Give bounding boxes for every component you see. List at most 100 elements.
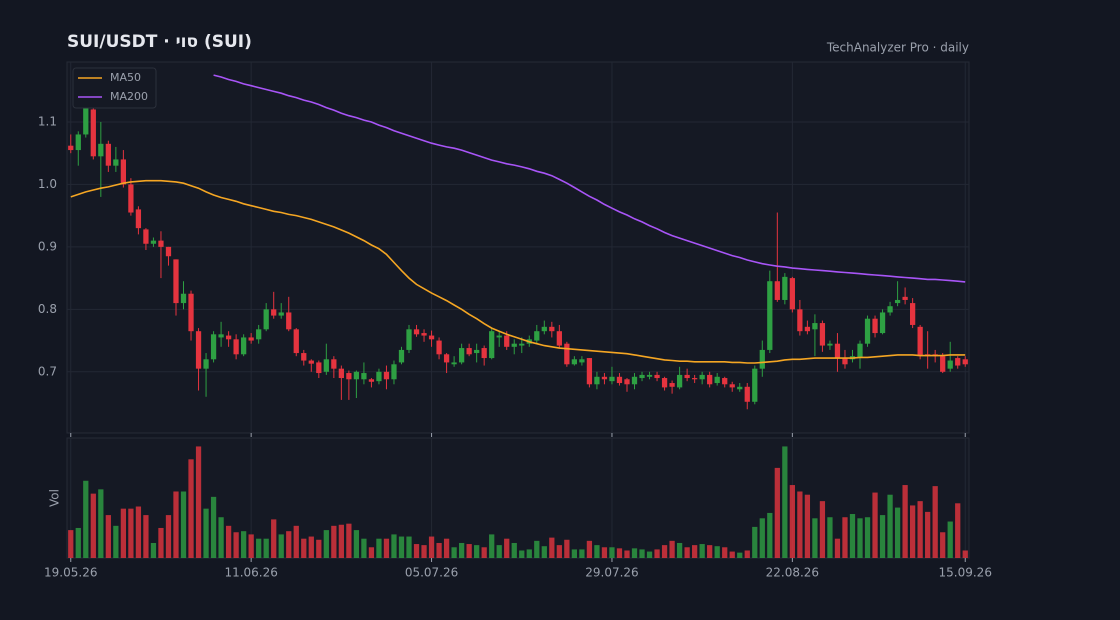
candle-body — [857, 343, 863, 359]
candle-body — [98, 143, 104, 157]
candle-body — [338, 368, 344, 379]
volume-bar — [150, 542, 157, 558]
volume-bar — [714, 546, 720, 558]
volume-bar — [105, 515, 111, 558]
candle-body — [173, 259, 179, 304]
volume-bar — [248, 534, 254, 558]
candle-body — [684, 374, 690, 379]
candle-body — [331, 359, 337, 369]
candle-body — [413, 329, 420, 335]
volume-bar — [804, 494, 811, 558]
candle-body — [443, 354, 450, 363]
volume-bar — [887, 494, 893, 558]
volume-bar — [481, 547, 487, 558]
volume-bar — [864, 517, 871, 558]
candle-body — [759, 349, 765, 369]
volume-bar — [143, 515, 149, 558]
volume-bar — [323, 530, 329, 558]
candle-body — [241, 337, 247, 355]
candle-body — [879, 312, 886, 334]
volume-bar — [827, 517, 833, 558]
candle-body — [218, 334, 224, 338]
candle-body — [631, 376, 638, 385]
candle-body — [406, 329, 412, 350]
candle-body — [316, 362, 322, 374]
candle-body — [707, 374, 713, 385]
volume-bar — [624, 550, 630, 558]
volume-bar — [601, 547, 608, 558]
candle-body — [180, 293, 187, 304]
volume-bar — [391, 534, 397, 558]
candle-body — [391, 364, 397, 380]
price-panel — [66, 61, 970, 434]
volume-bar — [428, 536, 435, 558]
candle-body — [361, 373, 367, 380]
candle-body — [135, 209, 142, 229]
candle-body — [451, 362, 457, 365]
candle-body — [68, 145, 74, 151]
candle-body — [917, 326, 923, 357]
volume-bar — [676, 542, 683, 558]
volume-bar — [962, 550, 968, 558]
candle-body — [669, 383, 675, 387]
candle-body — [646, 374, 653, 377]
candle-body — [774, 281, 780, 300]
volume-bar — [135, 506, 142, 558]
candle-body — [872, 318, 878, 334]
candle-body — [271, 309, 277, 316]
volume-bar — [917, 501, 923, 558]
volume-bar — [857, 518, 863, 558]
candle-body — [586, 358, 593, 385]
volume-bar — [271, 519, 277, 558]
volume-bar — [225, 525, 232, 558]
volume-bar — [301, 538, 307, 558]
candle-body — [165, 246, 172, 257]
candle-body — [729, 384, 735, 388]
candle-body — [511, 343, 517, 347]
volume-bar — [955, 503, 961, 558]
ma-line — [213, 74, 966, 283]
volume-bar — [308, 536, 314, 558]
volume-bar — [842, 517, 848, 558]
candle-body — [804, 326, 811, 332]
candle-body — [150, 240, 157, 244]
legend-label: MA50 — [110, 71, 141, 84]
volume-bar — [195, 446, 202, 558]
volume-bar — [571, 549, 578, 558]
candle-body — [225, 335, 232, 340]
candle-body — [797, 309, 803, 332]
legend-label: MA200 — [110, 90, 148, 103]
volume-bar — [646, 551, 653, 558]
volume-bar — [834, 538, 841, 558]
volume-bar — [752, 526, 758, 558]
candle-body — [909, 303, 916, 325]
volume-bar — [353, 530, 360, 558]
volume-bar — [782, 446, 788, 558]
volume-bar — [729, 551, 735, 558]
volume-bar — [90, 493, 96, 558]
candle-body — [661, 378, 668, 388]
candle-body — [692, 378, 698, 380]
volume-bar — [849, 514, 856, 558]
volume-bar — [466, 544, 472, 558]
volume-bar — [286, 531, 292, 558]
candle-body — [676, 374, 683, 388]
volume-bar — [180, 491, 187, 558]
candle-body — [624, 379, 630, 385]
volume-bar — [338, 524, 344, 558]
volume-bar — [511, 542, 517, 558]
volume-bar — [436, 542, 442, 558]
y-tick-label: 1.1 — [38, 114, 57, 128]
y-tick-label: 0.7 — [38, 364, 57, 378]
candle-body — [834, 343, 841, 359]
volume-bar — [737, 552, 743, 558]
volume-bar — [331, 525, 337, 558]
candle-body — [128, 184, 134, 213]
candle-body — [188, 293, 194, 332]
volume-bar — [203, 508, 209, 558]
candle-body — [421, 333, 427, 336]
candle-body — [293, 329, 299, 354]
candle-body — [819, 323, 826, 346]
volume-bar — [879, 515, 886, 558]
